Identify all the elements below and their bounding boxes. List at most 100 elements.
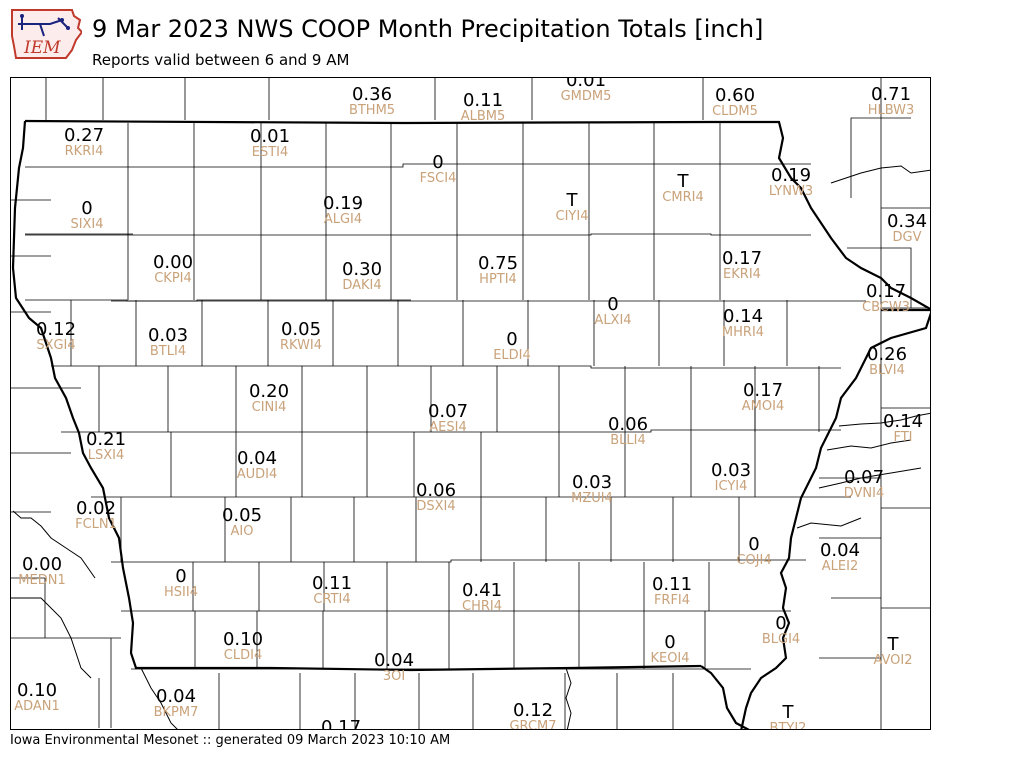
station-value: 0	[664, 632, 676, 653]
station-SIXI4: 0 SIXI4	[70, 199, 103, 232]
station-id: AMOI4	[741, 399, 785, 414]
station-GRCM7: 0.12 GRCM7	[509, 701, 556, 729]
station-CINI4: 0.20 CINI4	[249, 382, 289, 415]
station-id: CBCW3	[862, 300, 910, 315]
station-id: MEDN1	[18, 573, 66, 588]
station-value: 0	[175, 566, 187, 587]
station-id: 3OI	[382, 669, 406, 684]
station-GMDM5: 0.01 GMDM5	[560, 78, 612, 104]
station-BTYI2: T BTYI2	[769, 703, 807, 730]
station-ALXI4: 0 ALXI4	[594, 295, 631, 328]
station-RKWI4: 0.05 RKWI4	[280, 320, 322, 353]
station-id: RKRI4	[64, 144, 104, 159]
station-AVOI2: T AVOI2	[873, 635, 912, 668]
station-HLBW3: 0.71 HLBW3	[868, 85, 915, 118]
precipitation-map: 0.36 BTHM5 0.11 ALBM5 0.01 GMDM5 0.60 CLDM5 …	[10, 77, 931, 730]
station-value: T	[677, 171, 689, 192]
station-value: 0.71	[870, 84, 912, 105]
station-id: EKRI4	[723, 267, 761, 282]
station-AMOI4: 0.17 AMOI4	[742, 381, 784, 414]
station-id: SXGI4	[36, 338, 76, 353]
station-value: 0.19	[770, 165, 812, 186]
station-CLDM5: 0.60 CLDM5	[712, 86, 758, 119]
station-value: 0.27	[63, 125, 105, 146]
station-EKRI4: 0.17 EKRI4	[722, 249, 762, 282]
station-id: LYNW3	[768, 184, 814, 199]
station-id: CKPI4	[154, 271, 192, 286]
station-FCLN1: 0.02 FCLN1	[75, 499, 117, 532]
station-DAKI4: 0.30 DAKI4	[342, 260, 382, 293]
station-id: COJI4	[736, 553, 772, 568]
station-id: CIYI4	[555, 209, 589, 224]
station-LSXI4: 0.21 LSXI4	[86, 430, 126, 463]
station-id: HSII4	[164, 585, 198, 600]
station-value: 0.12	[35, 319, 77, 340]
station-value: 0	[506, 329, 518, 350]
station-id: MZUI4	[571, 491, 613, 506]
station-value: 0.07	[843, 467, 885, 488]
station-AIO: 0.05 AIO	[222, 506, 262, 539]
station-ALBM5: 0.11 ALBM5	[461, 91, 506, 124]
station-DVNI4: 0.07 DVNI4	[844, 468, 885, 501]
station-value: 0.00	[21, 554, 63, 575]
iem-logo: IEM	[10, 6, 84, 64]
station-value: 0	[81, 198, 93, 219]
station-id: GMDM5	[560, 89, 612, 104]
county-boundaries	[11, 78, 930, 729]
station-id: FCLN1	[75, 517, 117, 532]
station-id: BTHM5	[348, 103, 396, 118]
station-value: 0.02	[75, 498, 117, 519]
station-RKRI4: 0.27 RKRI4	[64, 126, 104, 159]
station-COJI4: 0 COJI4	[736, 535, 771, 568]
station-ALGI4: 0.19 ALGI4	[323, 194, 363, 227]
station-value: 0.05	[221, 505, 263, 526]
map-subtitle: Reports valid between 6 and 9 AM	[92, 51, 350, 69]
station-id: DAKI4	[342, 278, 382, 293]
station-value: 0.41	[461, 580, 503, 601]
station-id: MHRI4	[721, 325, 765, 340]
station-ICYI4: 0.03 ICYI4	[711, 461, 751, 494]
station-MEDN1: 0.00 MEDN1	[18, 555, 65, 588]
station-id: RKWI4	[279, 338, 323, 353]
station-value: 0.17	[742, 380, 784, 401]
station-FRFI4: 0.11 FRFI4	[652, 575, 692, 608]
station-value: 0	[432, 152, 444, 173]
station-value: 0.36	[351, 84, 393, 105]
station-id: FRFI4	[653, 593, 691, 608]
station-id: HLBW3	[867, 103, 915, 118]
station-LYNW3: 0.19 LYNW3	[769, 166, 813, 199]
station-id: ALXI4	[594, 313, 632, 328]
station-AESI4: 0.07 AESI4	[428, 402, 468, 435]
station-BLLI4: 0.06 BLLI4	[608, 415, 648, 448]
station-id: AUDI4	[236, 467, 278, 482]
station-CRTI4: 0.11 CRTI4	[312, 574, 352, 607]
station-value: T	[566, 190, 578, 211]
station-id: BTYI2	[769, 721, 807, 730]
station-CBCW3: 0.17 CBCW3	[862, 282, 910, 315]
station-FTI: 0.14 FTI	[883, 412, 923, 445]
station-value: 0.19	[322, 193, 364, 214]
station-id: ALEI2	[821, 559, 859, 574]
station-value: 0.20	[248, 381, 290, 402]
station-id: SIXI4	[70, 217, 104, 232]
station-value: 0.17	[721, 248, 763, 269]
station-3OI: 0.04 3OI	[374, 651, 414, 684]
station-value: 0	[748, 534, 760, 555]
station-ESTI4: 0.01 ESTI4	[250, 127, 290, 160]
station-id: DSXI4	[416, 499, 456, 514]
station-BLGI4: 0 BLGI4	[762, 614, 800, 647]
station-id: BLLI4	[610, 433, 646, 448]
station-value: 0	[607, 294, 619, 315]
footer-credit: Iowa Environmental Mesonet :: generated …	[10, 733, 451, 748]
station-id: CLDM5	[712, 104, 758, 119]
station-value: 0.75	[477, 253, 519, 274]
station-id: DVNI4	[843, 486, 885, 501]
station-id: AIO	[230, 524, 254, 539]
station-BLVI4: 0.26 BLVI4	[867, 345, 907, 378]
station-id: BTLI4	[149, 344, 187, 359]
station-id: FTI	[893, 430, 913, 445]
station-value: 0.10	[16, 680, 58, 701]
station-value: 0.05	[280, 319, 322, 340]
station-CLDI4: 0.10 CLDI4	[223, 630, 263, 663]
station-id: BLVI4	[869, 363, 905, 378]
